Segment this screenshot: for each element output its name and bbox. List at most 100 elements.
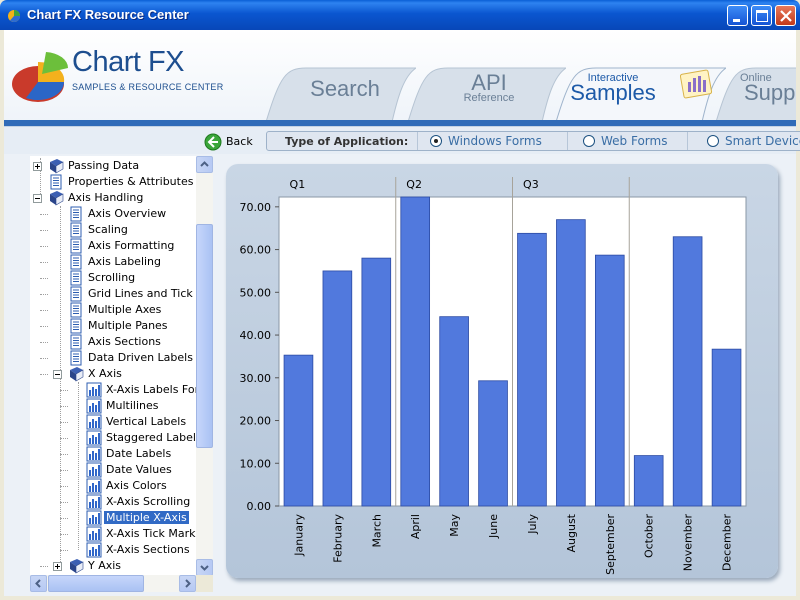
radio-button[interactable] — [583, 135, 595, 147]
expand-icon[interactable] — [53, 562, 62, 571]
x-tick-label: January — [292, 514, 305, 557]
tree-item[interactable]: Axis Sections — [30, 334, 210, 350]
tree-item-label: Axis Handling — [68, 191, 144, 204]
tree-item[interactable]: X-Axis Labels Font — [30, 382, 210, 398]
tree-item[interactable]: Multiple Panes — [30, 318, 210, 334]
quarter-label: Q1 — [290, 178, 306, 191]
tree-guide-line — [40, 246, 48, 247]
radio-button[interactable] — [707, 135, 719, 147]
tree-vertical-scrollbar[interactable] — [196, 156, 213, 576]
bar — [517, 232, 547, 507]
tree-item[interactable]: Scaling — [30, 222, 210, 238]
bar — [478, 380, 508, 507]
tree-item[interactable]: X-Axis Scrolling — [30, 494, 210, 510]
maximize-button[interactable] — [751, 5, 772, 26]
tree-guide-line — [40, 278, 48, 279]
x-tick-label: May — [448, 514, 461, 537]
tree-item-label: Staggered Labels — [106, 431, 202, 444]
tree-item-label: Scrolling — [88, 271, 136, 284]
tree-item[interactable]: Axis Labeling — [30, 254, 210, 270]
x-tick-label: August — [565, 513, 578, 552]
tree-item-label: X-Axis Scrolling — [106, 495, 191, 508]
scroll-thumb[interactable] — [48, 575, 144, 592]
tree-guide-line — [40, 310, 48, 311]
tree-item[interactable]: X-Axis Tick Marks — [30, 526, 210, 542]
y-tick-label: 50.00 — [240, 286, 272, 299]
collapse-icon[interactable] — [53, 370, 62, 379]
scroll-down-button[interactable] — [196, 559, 213, 576]
scroll-up-button[interactable] — [196, 156, 213, 173]
tab-interactive-samples[interactable]: Interactive Samples — [556, 66, 726, 122]
tree-item[interactable]: Multiple Axes — [30, 302, 210, 318]
tab-search[interactable]: Search — [266, 66, 416, 122]
chart-sample-icon — [86, 510, 102, 526]
scrollbar-corner — [196, 575, 213, 592]
maximize-icon — [756, 10, 768, 22]
tree-item-label: Axis Colors — [106, 479, 167, 492]
book-icon — [50, 191, 64, 206]
tree-item[interactable]: Grid Lines and Tick M — [30, 286, 210, 302]
samples-chart-icon — [680, 69, 713, 99]
document-icon — [70, 206, 82, 222]
tree-guide-line — [78, 382, 79, 550]
tree-item-label: X Axis — [88, 367, 122, 380]
window-title: Chart FX Resource Center — [27, 7, 189, 22]
tree-item[interactable]: X Axis — [30, 366, 210, 382]
tree-guide-line — [40, 358, 48, 359]
tree-item[interactable]: X-Axis Sections — [30, 542, 210, 558]
tree-guide-line — [40, 342, 48, 343]
chart-app-icon — [8, 10, 21, 23]
tree-item-label: Scaling — [88, 223, 128, 236]
tree-item[interactable]: Passing Data — [30, 158, 210, 174]
tree-item-label: Properties & Attributes — [68, 175, 194, 188]
minimize-icon — [733, 19, 740, 22]
collapse-icon[interactable] — [33, 194, 42, 203]
tree-guide-line — [60, 406, 68, 407]
tree-item[interactable]: Vertical Labels — [30, 414, 210, 430]
tree-guide-line — [60, 454, 68, 455]
y-tick-label: 20.00 — [240, 415, 272, 428]
minimize-button[interactable] — [727, 5, 748, 26]
tree-item[interactable]: Axis Overview — [30, 206, 210, 222]
close-button[interactable] — [775, 5, 796, 26]
divider — [687, 132, 688, 150]
scroll-right-button[interactable] — [179, 575, 196, 592]
tree-item-label: Axis Labeling — [88, 255, 162, 268]
scroll-thumb[interactable] — [196, 224, 213, 448]
y-tick-label: 70.00 — [240, 201, 272, 214]
tree-item[interactable]: Axis Formatting — [30, 238, 210, 254]
tree-guide-line — [60, 534, 68, 535]
tree-item-label: Date Labels — [106, 447, 172, 460]
document-icon — [70, 286, 82, 302]
tree-item[interactable]: Date Labels — [30, 446, 210, 462]
tree-item[interactable]: Staggered Labels — [30, 430, 210, 446]
tree-item[interactable]: Scrolling — [30, 270, 210, 286]
tree-guide-line — [40, 566, 48, 567]
tree-horizontal-scrollbar[interactable] — [30, 575, 196, 592]
tree-item-label: Passing Data — [68, 159, 140, 172]
document-icon — [70, 238, 82, 254]
y-tick-label: 0.00 — [247, 500, 272, 513]
radio-button[interactable] — [430, 135, 442, 147]
tree-item[interactable]: Y Axis — [30, 558, 210, 574]
tree-guide-line — [40, 158, 41, 198]
book-icon — [70, 559, 84, 574]
tab-online-support[interactable]: Online Suppo — [716, 66, 796, 122]
tab-api-reference[interactable]: API Reference — [408, 66, 566, 122]
tree-item[interactable]: Axis Handling — [30, 190, 210, 206]
tree-item[interactable]: Properties & Attributes — [30, 174, 210, 190]
bar — [400, 196, 431, 507]
tree-item[interactable]: Data Driven Labels — [30, 350, 210, 366]
tree-item[interactable]: Multiple X-Axis — [30, 510, 210, 526]
tree-guide-line — [60, 550, 68, 551]
tree-item-label: Axis Overview — [88, 207, 167, 220]
expand-icon[interactable] — [33, 162, 42, 171]
tree-item[interactable]: Axis Colors — [30, 478, 210, 494]
book-icon — [70, 367, 84, 382]
document-icon — [70, 254, 82, 270]
tree-guide-line — [60, 518, 68, 519]
x-tick-label: March — [370, 514, 383, 548]
tree-item[interactable]: Date Values — [30, 462, 210, 478]
tree-item[interactable]: Multilines — [30, 398, 210, 414]
scroll-left-button[interactable] — [30, 575, 47, 592]
